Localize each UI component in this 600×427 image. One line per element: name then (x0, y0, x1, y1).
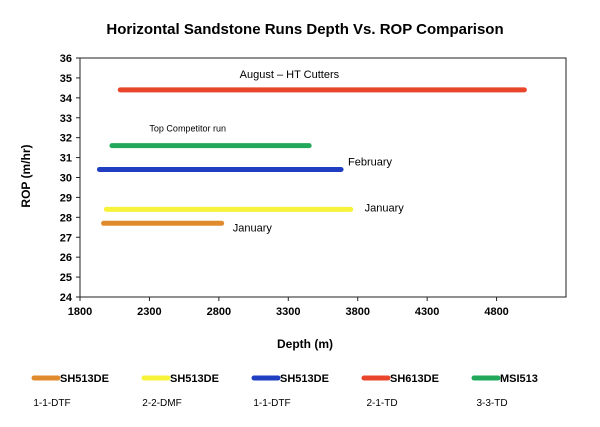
y-tick-label: 31 (60, 153, 72, 165)
y-tick-label: 30 (60, 173, 72, 185)
legend-series-sublabel: 2-1-TD (366, 398, 397, 409)
x-tick-label: 2300 (137, 306, 161, 318)
y-tick-label: 27 (60, 232, 72, 244)
legend-series-name: SH513DE (280, 373, 329, 385)
y-tick-label: 32 (60, 133, 72, 145)
legend: SH513DE 1-1-DTF SH513DE 2-2-DMF SH513DE 1-1-D… (31, 373, 538, 409)
x-tick-label: 3300 (276, 306, 300, 318)
y-tick-label: 28 (60, 212, 72, 224)
x-tick-label: 3800 (345, 306, 369, 318)
annotation-label: February (348, 157, 393, 169)
y-tick-label: 26 (60, 252, 72, 264)
y-tick-label: 34 (60, 93, 73, 105)
y-tick-label: 36 (60, 53, 72, 65)
y-axis-label: ROP (m/hr) (19, 144, 33, 207)
legend-series-name: SH613DE (390, 373, 439, 385)
legend-series-name: SH513DE (60, 373, 109, 385)
legend-series-sublabel: 1-1-DTF (253, 398, 290, 409)
legend-series-sublabel: 1-1-DTF (33, 398, 70, 409)
y-tick-label: 25 (60, 272, 72, 284)
y-tick-label: 33 (60, 113, 72, 125)
legend-series-name: SH513DE (170, 373, 219, 385)
plot-area (79, 57, 567, 298)
y-tick-label: 24 (60, 292, 73, 304)
x-axis-ticks: 1800 2300 2800 3300 3800 4300 4800 (68, 297, 509, 318)
x-tick-label: 4800 (484, 306, 508, 318)
annotation-label: January (233, 222, 273, 234)
x-tick-label: 1800 (68, 306, 92, 318)
legend-series-name: MSI513 (500, 373, 538, 385)
annotation-label: January (365, 202, 405, 214)
legend-series-sublabel: 2-2-DMF (142, 398, 181, 409)
x-tick-label: 4300 (415, 306, 439, 318)
y-tick-label: 35 (60, 73, 72, 85)
annotation-label: August – HT Cutters (240, 69, 340, 81)
y-tick-label: 29 (60, 192, 72, 204)
legend-series-sublabel: 3-3-TD (476, 398, 507, 409)
series-lines (96, 87, 527, 226)
chart-title: Horizontal Sandstone Runs Depth Vs. ROP … (106, 21, 503, 38)
x-tick-label: 2800 (207, 306, 231, 318)
annotations: January January February August – HT Cutter… (149, 69, 404, 234)
annotation-label: Top Competitor run (149, 124, 226, 134)
y-axis-ticks: 24 25 26 27 28 29 30 31 32 33 34 35 36 (60, 53, 80, 304)
x-axis-label: Depth (m) (277, 337, 333, 351)
